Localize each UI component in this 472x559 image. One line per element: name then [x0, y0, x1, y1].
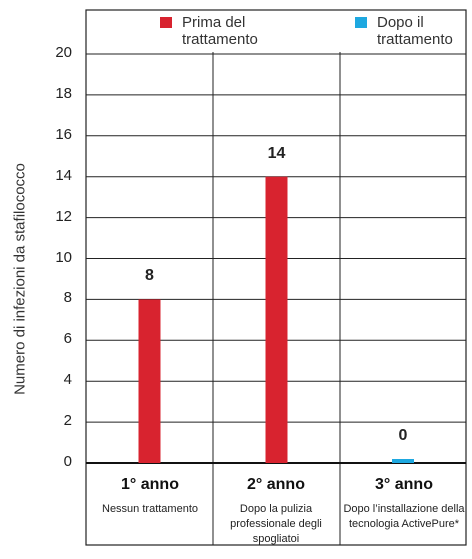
category-year-1: 1° anno: [121, 476, 179, 493]
y-tick-label: 2: [63, 412, 72, 430]
legend-label-after: Dopo il trattamento: [377, 14, 453, 48]
legend-swatch-after: [355, 17, 367, 28]
bar-2: [265, 176, 288, 463]
y-tick-label: 0: [63, 453, 72, 470]
category-3: 3° anno Dopo l’installazione della tecno…: [342, 476, 466, 532]
y-tick-label: 8: [63, 289, 72, 307]
y-tick-label: 6: [63, 330, 72, 348]
legend-item-after: Dopo il trattamento: [355, 14, 472, 48]
category-2: 2° anno Dopo la pulizia professionale de…: [214, 476, 338, 547]
bar-1: [138, 299, 161, 463]
value-label-1: 8: [145, 267, 154, 285]
y-tick-label: 20: [55, 44, 72, 61]
category-desc-3: Dopo l’installazione della tecnologia Ac…: [343, 503, 465, 530]
legend-label-before: Prima del trattamento: [182, 14, 258, 48]
frame-border: [85, 9, 467, 546]
y-axis-title: Numero di infezioni da stafilococco: [11, 163, 29, 395]
category-year-2: 2° anno: [247, 476, 305, 493]
y-tick-label: 16: [55, 125, 72, 143]
y-tick-label: 14: [55, 166, 72, 184]
category-desc-1: Nessun trattamento: [102, 503, 198, 515]
bar-3: [392, 459, 414, 463]
y-tick-label: 12: [55, 207, 72, 225]
value-label-2: 14: [267, 144, 286, 162]
y-tick-label: 18: [55, 84, 72, 102]
category-1: 1° anno Nessun trattamento: [88, 476, 212, 517]
category-desc-2: Dopo la pulizia professionale degli spog…: [230, 503, 322, 545]
legend-item-before: Prima del trattamento: [160, 14, 282, 48]
y-tick-label: 4: [63, 371, 72, 389]
legend-swatch-before: [160, 17, 172, 28]
bars: [138, 176, 414, 463]
value-label-3: 0: [398, 427, 408, 444]
category-year-3: 3° anno: [375, 476, 433, 493]
y-tick-label: 10: [55, 248, 72, 266]
